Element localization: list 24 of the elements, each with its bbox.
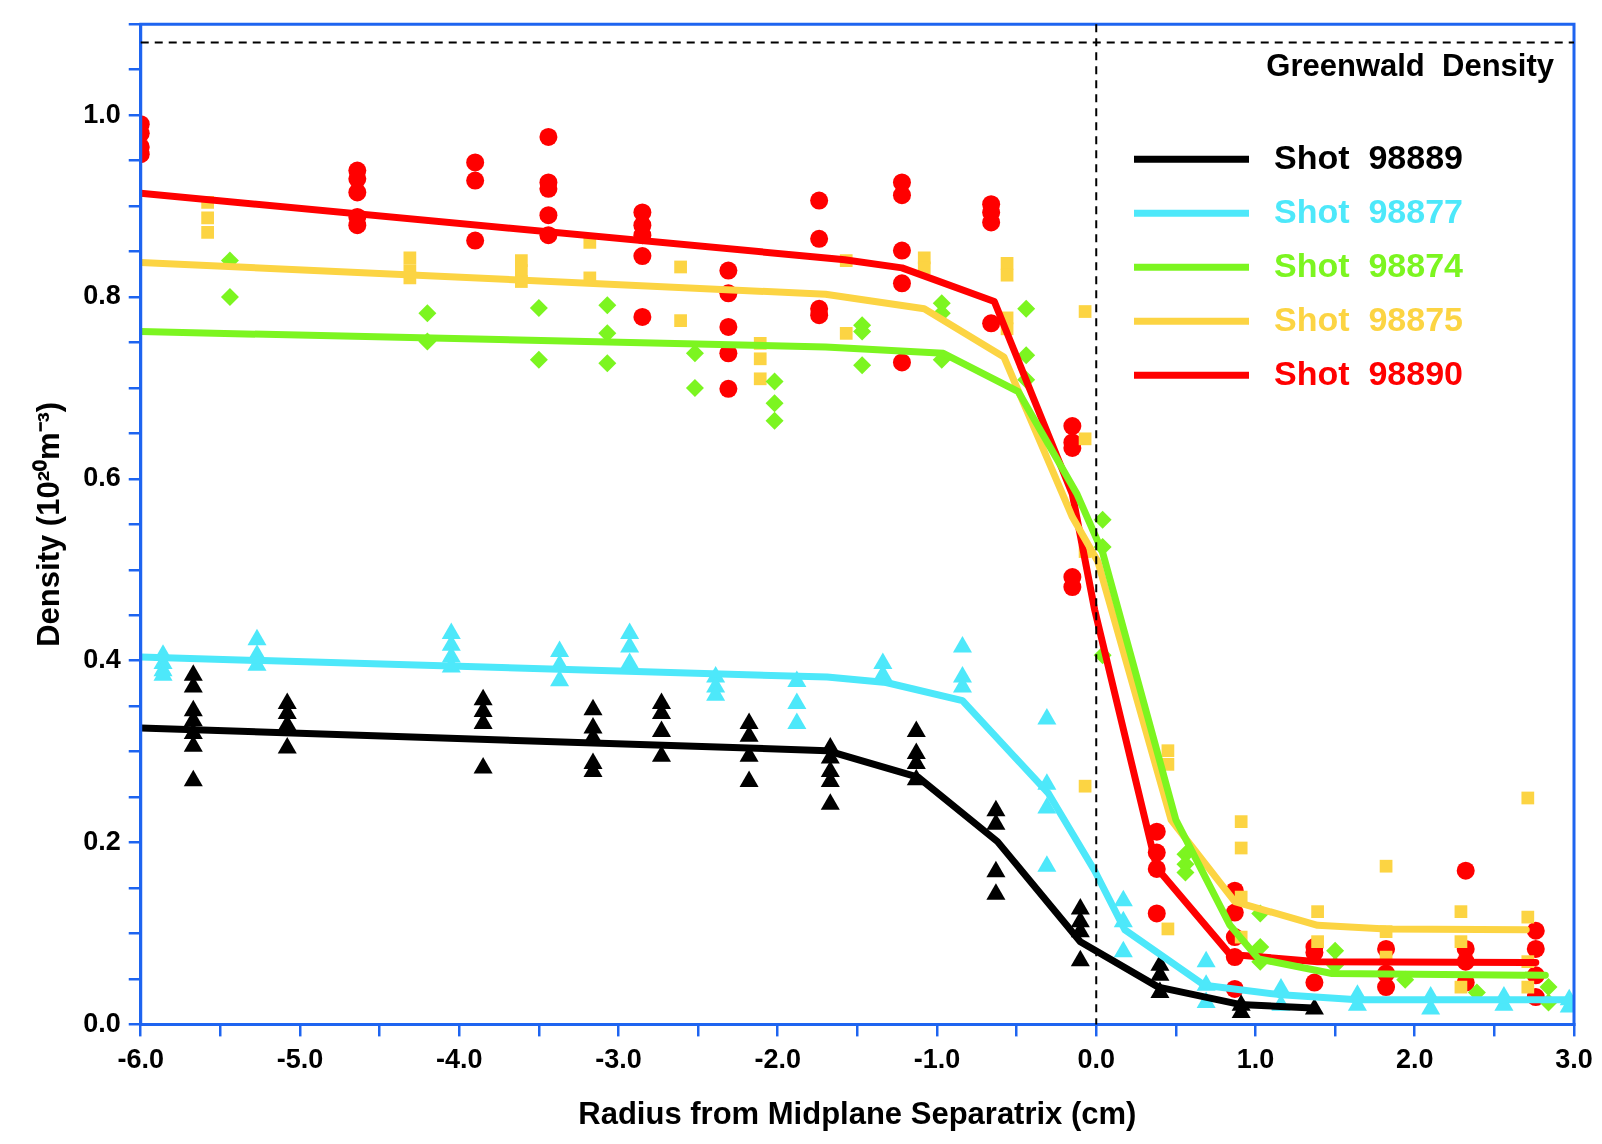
y-tick-label: 0.4	[83, 644, 121, 675]
x-tick-label: -5.0	[276, 1044, 324, 1075]
x-tick-label: -6.0	[117, 1044, 164, 1075]
y-tick-label: 1.0	[83, 98, 121, 129]
y-tick-label: 0.8	[83, 280, 121, 311]
y-tick-label: 0.0	[83, 1007, 121, 1038]
x-tick-label: 0.0	[1077, 1044, 1116, 1075]
y-tick-label: 0.6	[83, 462, 121, 493]
ref-line-label: Greenwald Density	[1266, 48, 1555, 84]
x-tick-label: -1.0	[913, 1044, 961, 1075]
legend-label: Shot 98877	[1274, 191, 1463, 230]
x-tick-label: -4.0	[435, 1044, 483, 1075]
x-tick-label: 2.0	[1395, 1044, 1434, 1075]
x-tick-label: -2.0	[754, 1044, 802, 1075]
legend-label: Shot 98874	[1274, 245, 1464, 284]
x-tick-label: 1.0	[1236, 1044, 1275, 1075]
legend-label: Shot 98889	[1274, 137, 1463, 176]
x-tick-label: -3.0	[595, 1044, 642, 1075]
legend-label: Shot 98890	[1274, 353, 1463, 392]
x-axis-title: Radius from Midplane Separatrix (cm)	[578, 1095, 1137, 1131]
y-tick-label: 0.2	[83, 826, 121, 856]
y-axis-title: Density (10²⁰m⁻³)	[31, 401, 67, 647]
x-tick-label: 3.0	[1555, 1044, 1593, 1075]
legend-label: Shot 98875	[1274, 299, 1463, 338]
